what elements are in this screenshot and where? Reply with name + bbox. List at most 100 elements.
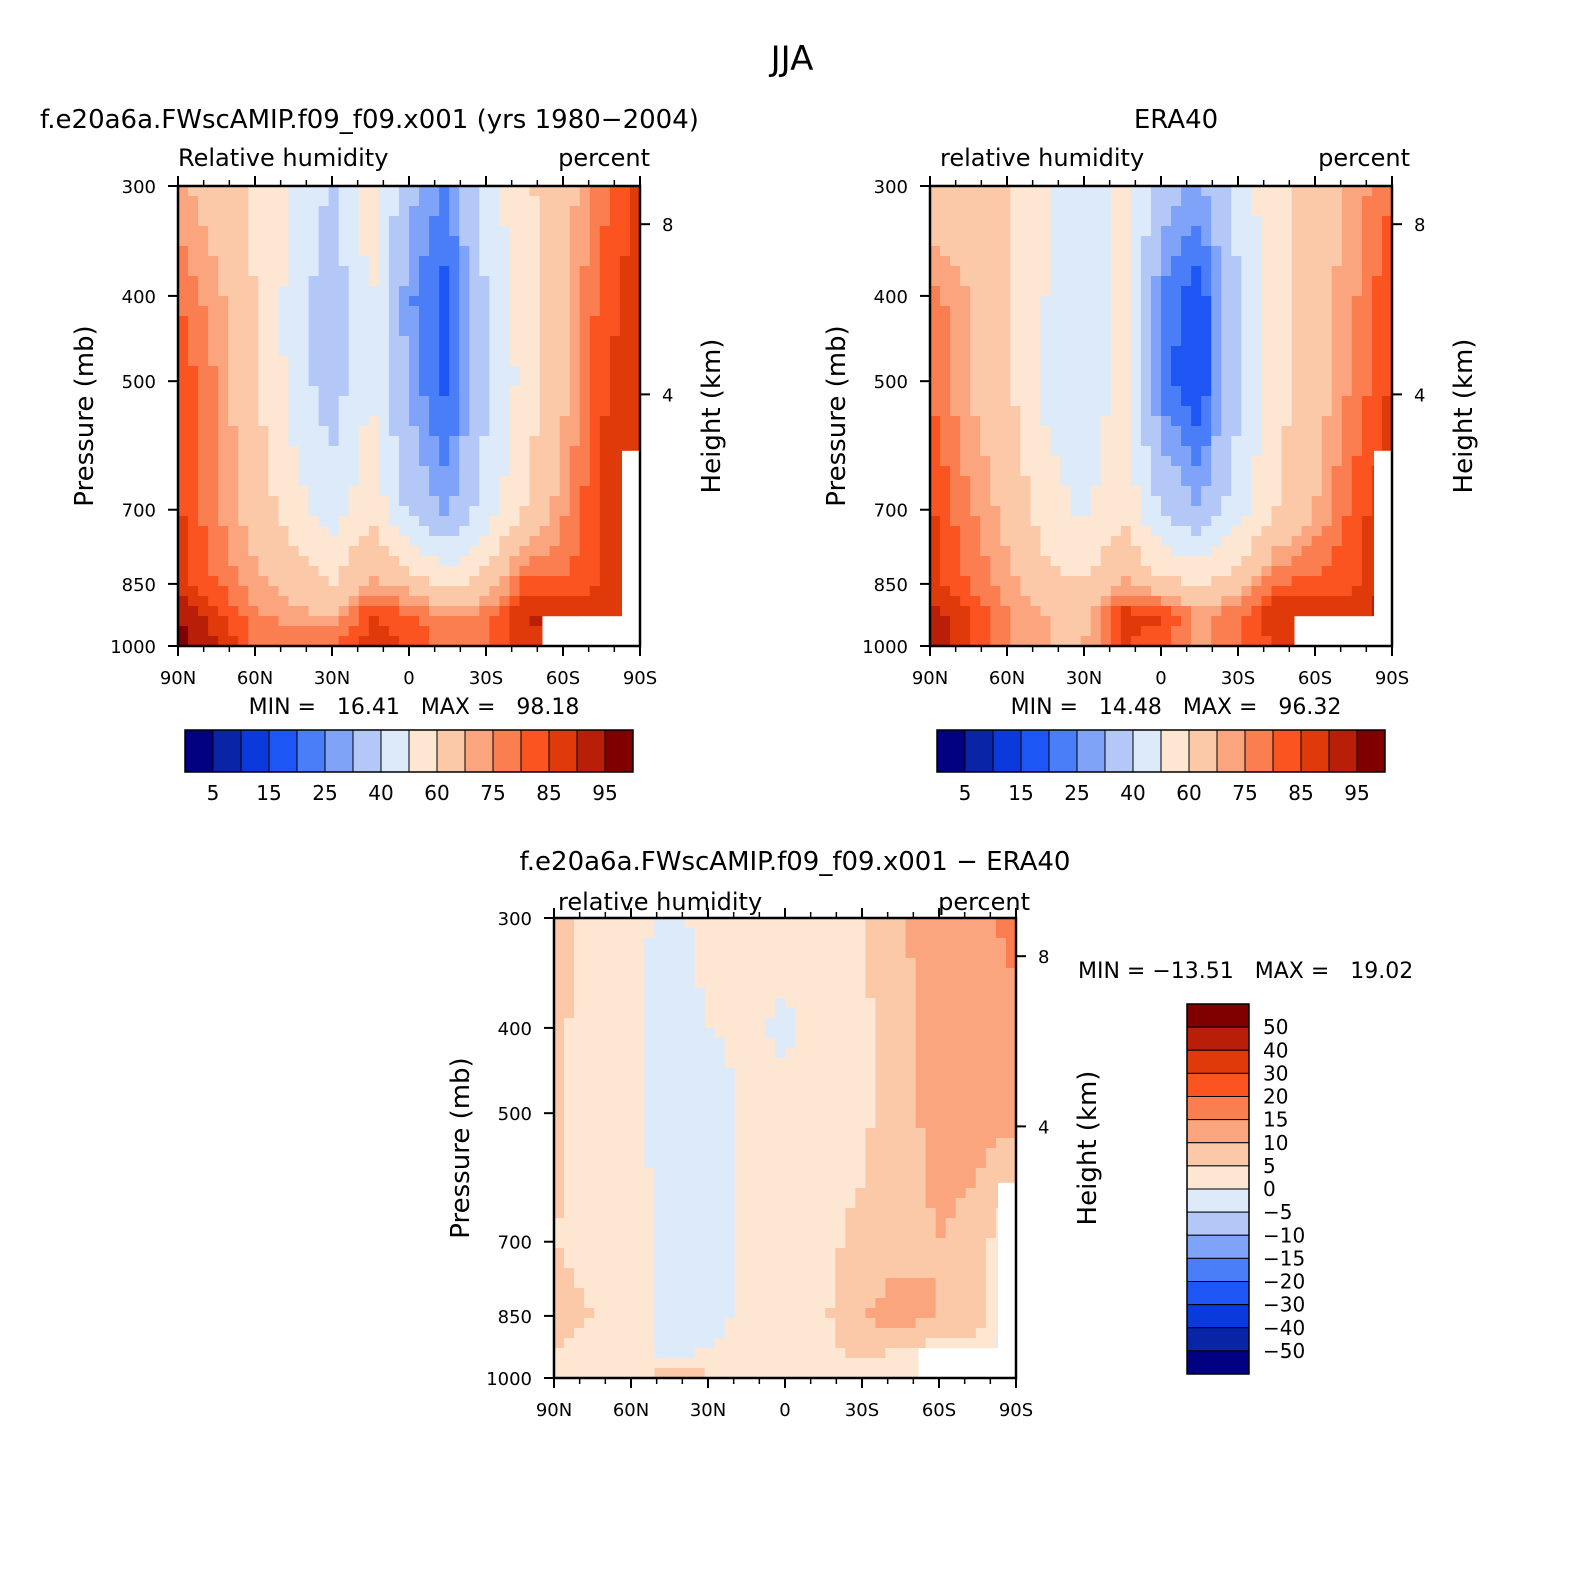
contour-cell [1361,186,1373,197]
contour-cell [985,998,997,1009]
contour-cell [569,296,581,307]
contour-cell [459,386,470,397]
contour-cell [1010,446,1021,457]
contour-cell [1231,506,1242,517]
panel-difference-variable: relative humidity [558,888,762,916]
contour-cell [479,556,490,567]
contour-cell [509,346,521,357]
contour-cell [238,376,249,387]
contour-cell [935,948,947,959]
contour-cell [940,196,951,207]
contour-cell [398,516,410,527]
contour-cell [1351,236,1363,247]
contour-cell [278,456,290,467]
contour-cell [198,236,209,247]
contour-cell [995,958,1007,969]
contour-cell [584,928,595,939]
contour-cell [439,246,450,257]
panel-model: f.e20a6a.FWscAMIP.f09_f09.x001 (yrs 1980… [40,105,727,805]
contour-cell [1371,416,1383,427]
colorbar-label: 5 [959,781,972,805]
contour-cell [805,1028,816,1039]
contour-cell [930,286,941,297]
contour-cell [218,476,229,487]
contour-cell [338,306,350,317]
y-tick-label: 400 [874,287,908,308]
contour-cell [1130,596,1142,607]
contour-cell [564,1038,575,1049]
contour-cell [228,406,239,417]
contour-cell [1201,546,1212,557]
contour-cell [449,636,460,647]
contour-cell [419,316,430,327]
contour-cell [549,596,561,607]
contour-cell [1251,236,1263,247]
contour-cell [348,226,360,237]
contour-cell [348,516,360,527]
contour-cell [785,958,796,969]
contour-cell [1150,516,1162,527]
contour-cell [1100,506,1112,517]
contour-cell [1150,466,1162,477]
contour-cell [1361,256,1373,267]
contour-cell [188,196,199,207]
contour-cell [449,586,460,597]
contour-cell [1110,486,1122,497]
contour-cell [238,266,249,277]
contour-cell [1110,436,1122,447]
contour-cell [429,266,440,277]
contour-cell [318,266,330,277]
contour-cell [594,918,605,929]
contour-cell [439,276,450,287]
contour-cell [1231,636,1242,647]
contour-cell [308,426,320,437]
contour-cell [1181,376,1192,387]
contour-cell [539,366,551,377]
contour-cell [328,566,340,577]
contour-cell [218,546,229,557]
contour-cell [469,236,480,247]
contour-cell [328,636,340,647]
contour-cell [1321,366,1333,377]
contour-cell [1090,466,1102,477]
colorbar-label: 40 [1120,781,1145,805]
contour-cell [439,536,450,547]
contour-cell [945,978,957,989]
contour-cell [388,586,400,597]
contour-cell [308,286,320,297]
contour-cell [1301,496,1313,507]
contour-cell [489,526,500,537]
contour-cell [378,236,390,247]
contour-cell [188,586,199,597]
contour-cell [970,206,981,217]
contour-cell [1161,486,1172,497]
contour-cell [248,506,259,517]
contour-cell [419,516,430,527]
contour-cell [328,516,340,527]
contour-cell [459,206,470,217]
contour-cell [198,596,209,607]
contour-cell [940,576,951,587]
contour-cell [409,536,420,547]
contour-cell [499,596,511,607]
contour-cell [865,918,876,929]
contour-cell [1080,616,1092,627]
contour-cell [388,516,400,527]
contour-cell [1040,266,1052,277]
contour-cell [980,286,991,297]
contour-cell [654,968,666,979]
contour-cell [208,326,219,337]
contour-cell [970,186,981,197]
contour-cell [744,1018,756,1029]
contour-cell [318,276,330,287]
contour-cell [1120,586,1132,597]
contour-cell [439,186,450,197]
contour-cell [614,968,625,979]
contour-cell [1181,536,1192,547]
contour-cell [1161,306,1172,317]
contour-cell [439,216,450,227]
contour-cell [218,426,229,437]
contour-cell [614,998,625,1009]
contour-cell [248,276,259,287]
contour-cell [1341,256,1353,267]
